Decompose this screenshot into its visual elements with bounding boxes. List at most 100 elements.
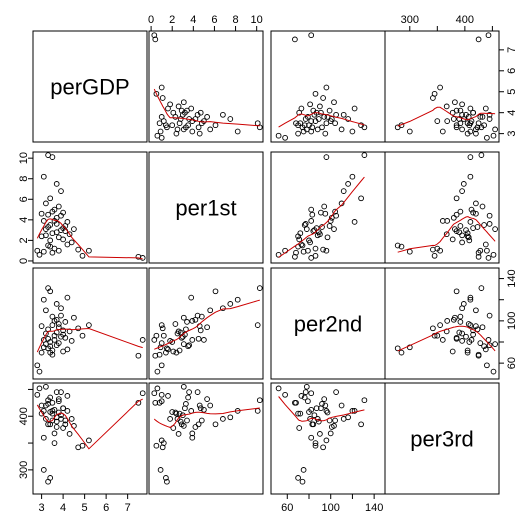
data-point [321,396,328,402]
data-point [75,246,82,253]
data-point [301,394,308,401]
data-point [62,319,69,325]
data-point [51,406,58,413]
data-point [157,467,164,473]
panel-per1st-vs-per3rd [384,151,500,264]
data-point [195,124,202,131]
data-point [293,120,299,127]
data-point [201,337,207,343]
data-point [338,200,345,207]
data-point [135,399,142,406]
data-point [180,383,187,390]
data-point [452,99,458,106]
data-point [201,406,207,413]
data-point [473,200,479,207]
data-point [60,209,66,216]
data-point [60,405,66,412]
data-point [79,332,86,339]
data-point [47,343,54,350]
data-point [486,342,493,349]
data-point [317,231,323,238]
data-point [338,402,345,409]
data-point [482,346,489,353]
data-point [256,397,263,404]
data-point [490,251,497,258]
data-point [312,245,319,252]
data-point [470,209,476,216]
data-point [324,409,331,416]
data-point [151,337,158,343]
data-point [481,343,487,350]
data-point [456,116,463,122]
data-point [68,416,75,422]
data-point [170,109,177,116]
data-point [282,391,288,398]
x-tick-label: 400 [456,14,474,26]
data-point [317,103,323,110]
data-point [467,173,474,180]
data-point [159,95,166,101]
x-tick-label: 0 [148,14,154,26]
data-point [486,111,493,118]
panel-per2nd-vs-perGDP [32,267,148,380]
data-point [158,391,165,398]
y-tick-label: 140 [506,269,518,287]
data-point [192,424,199,430]
data-point [331,99,337,106]
data-point [158,84,165,91]
data-point [477,247,484,254]
data-point [460,181,467,187]
data-point [465,321,472,327]
data-point [452,226,458,232]
data-point [302,221,309,227]
data-point [64,219,71,225]
data-point [459,126,465,133]
data-point [486,312,493,319]
data-point [159,444,166,451]
data-point [468,337,475,343]
data-point [434,332,441,339]
data-point [308,118,315,124]
data-point [459,101,465,108]
data-point [212,421,219,428]
data-point [197,327,204,334]
data-point [349,128,356,135]
data-point [332,417,338,424]
x-tick-label: 5 [82,502,88,514]
data-point [165,346,171,353]
panel-per3rd-vs-perGDP [32,382,148,495]
data-point [492,341,498,347]
data-point [194,312,201,319]
data-point [313,405,320,412]
data-point [453,288,460,295]
data-point [466,237,473,244]
data-point [282,134,288,141]
data-point [457,319,464,325]
data-point [331,423,337,429]
data-point [256,285,263,291]
data-point [453,107,460,114]
data-point [49,351,56,358]
data-point [319,124,325,131]
y-tick-label: 5 [506,89,518,95]
data-point [139,337,146,343]
y-tick-label: 0 [18,258,30,264]
data-point [308,434,315,441]
data-point [437,322,443,328]
data-point [478,152,485,158]
data-point [464,347,471,354]
data-point [71,314,77,321]
data-point [457,208,464,215]
data-point [170,348,177,355]
y-tick-label: 300 [18,461,30,479]
data-point [490,368,497,375]
data-point [478,285,485,291]
data-point [319,224,325,230]
data-point [326,223,333,229]
data-point [473,307,479,314]
data-point [459,188,465,194]
data-point [303,383,310,390]
data-point [86,247,92,254]
data-point [175,431,182,437]
data-point [53,389,60,395]
